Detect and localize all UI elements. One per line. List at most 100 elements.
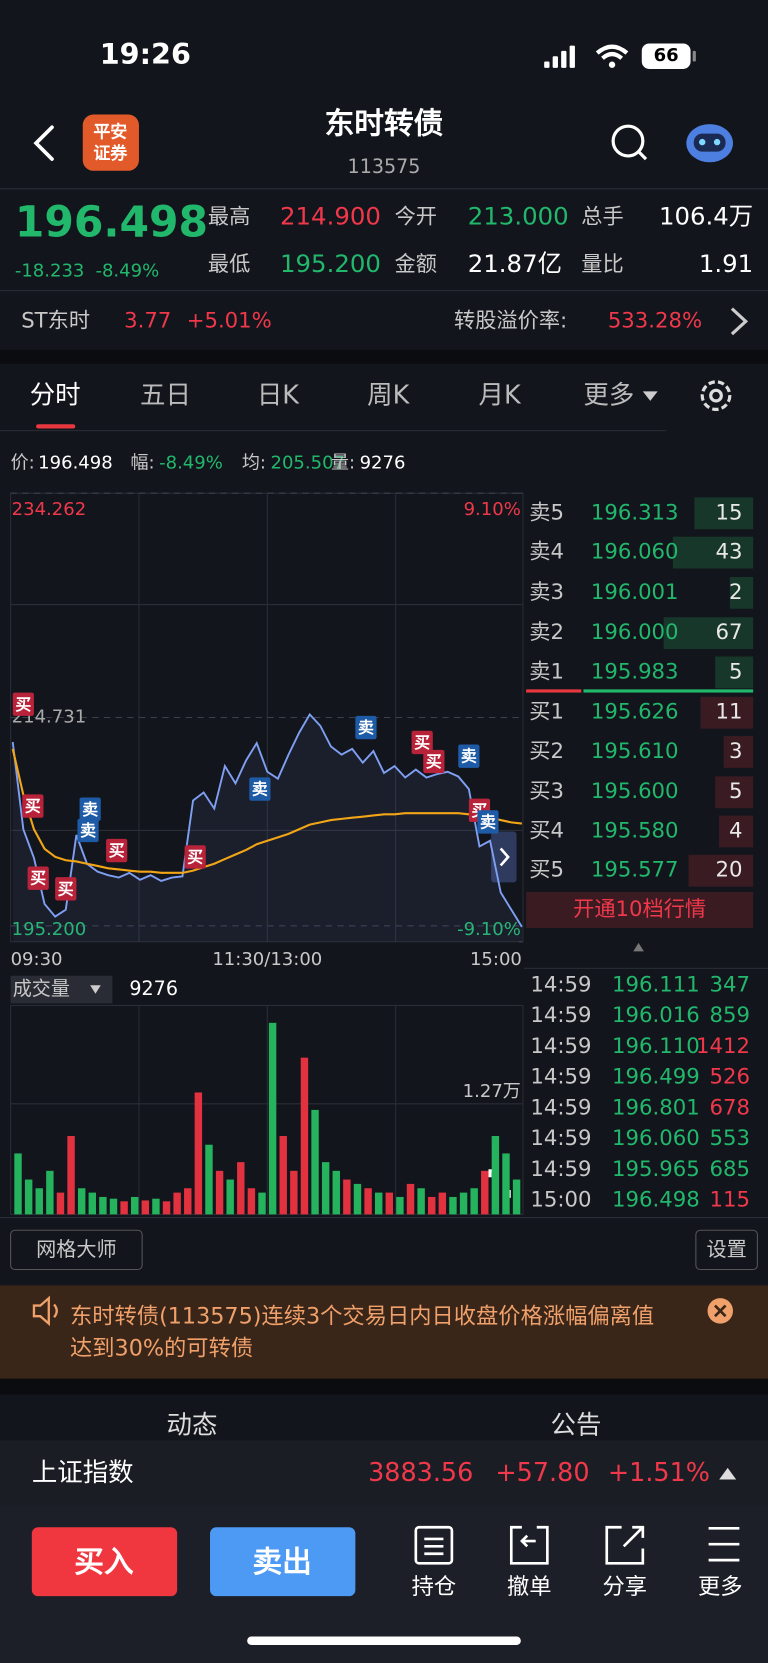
volume-bar	[173, 1192, 181, 1215]
signal-box	[355, 715, 377, 740]
gap	[0, 1378, 768, 1395]
depth-bar	[723, 736, 754, 768]
book-volume: 11	[716, 700, 743, 725]
trade-signal: 买	[414, 733, 430, 752]
info-value: 9276	[360, 452, 406, 473]
trade-signal: 买	[15, 695, 31, 714]
trade-price: 196.016	[612, 1003, 700, 1028]
action-label[interactable]: 撤单	[507, 1574, 552, 1600]
trade-price: 195.965	[612, 1157, 700, 1182]
upgrade-button[interactable]	[526, 891, 754, 929]
trade-time: 14:59	[530, 1095, 591, 1120]
grid-button-text[interactable]: 网格大师	[36, 1237, 117, 1261]
tab[interactable]: 分时	[30, 381, 81, 411]
tab[interactable]: 月K	[479, 381, 522, 411]
depth-bar	[688, 854, 754, 887]
y2-tick-label: 9.10%	[464, 499, 521, 520]
premium-value: 533.28%	[608, 308, 702, 333]
upgrade-text[interactable]: 开通10档行情	[573, 897, 706, 922]
volume-bar	[24, 1179, 33, 1215]
book-price: 195.577	[591, 858, 679, 883]
action-label[interactable]: 分享	[603, 1574, 648, 1600]
logo-text: 证券	[93, 143, 128, 164]
depth-bar	[663, 617, 754, 650]
trade-signal: 卖	[358, 718, 374, 737]
tab[interactable]: 日K	[257, 381, 300, 411]
depth-bar	[719, 815, 754, 848]
book-volume: 4	[729, 819, 743, 844]
trade-signal: 卖	[252, 780, 268, 799]
volume-bar	[502, 1153, 510, 1215]
sell-button[interactable]	[210, 1527, 356, 1597]
notice-close[interactable]	[707, 1298, 733, 1324]
book-price: 196.001	[591, 580, 679, 605]
index-change-pct: +1.51%	[608, 1458, 710, 1488]
tab[interactable]: 周K	[367, 381, 410, 411]
action-icons	[414, 1525, 740, 1565]
trade-price: 196.498	[612, 1188, 700, 1213]
volume-bar	[406, 1183, 415, 1215]
volume-bar	[279, 1136, 287, 1215]
sub-tab[interactable]: 公告	[551, 1410, 602, 1440]
book-price: 196.000	[591, 620, 679, 645]
sell-text[interactable]: 卖出	[252, 1545, 311, 1580]
trade-time: 15:00	[530, 1188, 591, 1213]
signal-box	[249, 777, 271, 801]
action-label[interactable]: 更多	[698, 1574, 743, 1600]
tab[interactable]: 五日	[140, 381, 191, 411]
search-button[interactable]	[611, 124, 648, 161]
volume-grid	[138, 1005, 397, 1215]
x-tick-label: 15:00	[470, 949, 522, 970]
premium-arrow[interactable]	[730, 307, 749, 336]
speaker-icon	[32, 1295, 58, 1327]
index-bar	[0, 1440, 768, 1507]
tab[interactable]: 更多	[583, 381, 634, 411]
home-indicator	[247, 1636, 521, 1645]
book-label: 买3	[529, 779, 564, 804]
signal-box	[423, 749, 445, 774]
book-price: 195.626	[591, 700, 679, 725]
stock-price: 3.77	[124, 308, 171, 333]
volume-bar	[332, 1170, 340, 1215]
stat-label: 金额	[395, 252, 437, 277]
volume-bar	[131, 1196, 139, 1215]
signal-box	[411, 730, 433, 755]
expand-book[interactable]	[491, 831, 517, 883]
info-label: 价:	[11, 452, 35, 473]
sub-tab[interactable]: 动态	[167, 1410, 218, 1440]
x-tick-label: 11:30/13:00	[212, 949, 322, 970]
buy-text[interactable]: 买入	[74, 1545, 134, 1580]
trade-time: 14:59	[530, 1157, 591, 1182]
action-label[interactable]: 持仓	[412, 1574, 457, 1600]
stat-label: 量比	[581, 252, 623, 277]
volume-bar	[396, 1196, 404, 1215]
price-area	[12, 714, 522, 942]
index-name: 上证指数	[32, 1458, 134, 1488]
change-pct: -8.49%	[95, 261, 159, 282]
trade-price: 196.499	[612, 1065, 700, 1090]
info-label: 幅:	[130, 452, 154, 473]
grid-button[interactable]	[10, 1229, 143, 1271]
settings-box[interactable]	[695, 1229, 758, 1271]
volume-bar	[77, 1188, 86, 1215]
volume-bar	[120, 1201, 128, 1215]
volume-bar	[343, 1179, 351, 1215]
settings-text[interactable]: 设置	[706, 1237, 746, 1261]
book-label: 买4	[529, 819, 564, 844]
settings-button[interactable]	[700, 380, 732, 411]
back-button[interactable]	[33, 125, 54, 161]
volume-bar	[449, 1196, 457, 1215]
collapse-caret[interactable]	[633, 942, 644, 952]
title: 东时转债	[325, 107, 444, 142]
buy-button[interactable]	[31, 1527, 178, 1597]
trade-volume: 553	[709, 1126, 749, 1151]
index-caret[interactable]	[719, 1467, 737, 1480]
assistant-button[interactable]	[686, 124, 733, 163]
stock-change: +5.01%	[187, 308, 272, 333]
signal-box	[77, 818, 99, 843]
volume-bar	[141, 1200, 150, 1215]
signal-box	[22, 794, 44, 818]
trade-price: 196.110	[612, 1034, 700, 1059]
volume-bar	[374, 1192, 383, 1215]
volume-bar	[512, 1179, 521, 1215]
